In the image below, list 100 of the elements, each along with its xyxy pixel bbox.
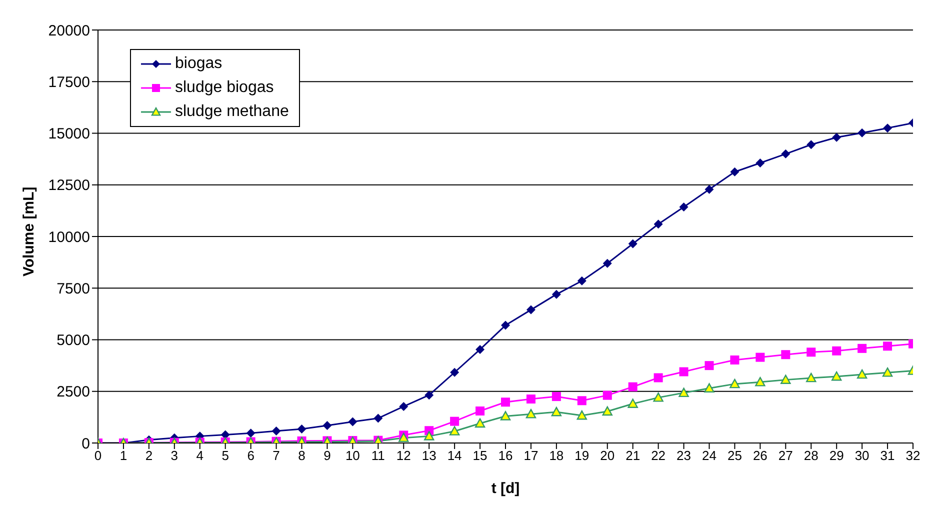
point xyxy=(602,390,612,400)
y-axis-title: Volume [mL] xyxy=(20,186,38,276)
x-tick-label: 19 xyxy=(574,448,590,464)
point xyxy=(704,184,714,194)
point xyxy=(576,410,588,420)
y-tick-label: 20000 xyxy=(48,22,90,40)
point xyxy=(678,388,689,398)
x-tick-label: 22 xyxy=(651,448,666,464)
point xyxy=(781,350,790,360)
x-tick-label: 23 xyxy=(676,448,692,464)
point xyxy=(806,372,816,382)
point xyxy=(602,406,612,416)
y-tick-label: 0 xyxy=(82,435,90,452)
x-tick-label: 30 xyxy=(854,448,870,464)
point xyxy=(730,167,740,176)
point xyxy=(882,367,893,377)
point xyxy=(449,426,460,436)
point xyxy=(246,428,256,438)
point xyxy=(806,348,816,357)
point xyxy=(450,416,460,426)
x-tick-label: 9 xyxy=(324,448,331,464)
x-tick-label: 12 xyxy=(396,448,411,464)
point xyxy=(781,149,790,158)
x-tick-label: 32 xyxy=(906,448,920,464)
point xyxy=(679,202,688,212)
point xyxy=(704,361,714,370)
x-tick-label: 1 xyxy=(120,448,128,464)
x-tick-label: 27 xyxy=(778,448,793,464)
point xyxy=(602,258,612,268)
point xyxy=(398,432,409,442)
point xyxy=(526,305,536,314)
point xyxy=(474,418,486,428)
point xyxy=(755,376,766,386)
x-tick-label: 10 xyxy=(345,448,360,464)
x-tick-label: 31 xyxy=(880,448,895,464)
point xyxy=(526,408,536,418)
point xyxy=(654,220,663,229)
point xyxy=(883,124,892,133)
point xyxy=(374,414,383,423)
point xyxy=(756,352,765,362)
x-tick-label: 29 xyxy=(829,448,844,464)
x-tick-label: 6 xyxy=(247,448,254,464)
x-tick-label: 16 xyxy=(498,448,513,464)
point xyxy=(399,402,408,411)
x-tick-label: 2 xyxy=(145,448,153,464)
x-tick-label: 18 xyxy=(549,448,564,464)
point xyxy=(730,378,740,388)
point xyxy=(297,424,306,434)
point xyxy=(424,431,434,440)
y-tick-label: 5000 xyxy=(56,332,90,350)
point xyxy=(476,406,485,416)
point xyxy=(501,398,510,407)
legend-label: sludge biogas xyxy=(175,78,274,98)
point xyxy=(653,392,664,402)
legend-label: biogas xyxy=(175,54,222,74)
point xyxy=(348,417,358,426)
point xyxy=(654,373,663,382)
point xyxy=(679,367,688,376)
x-tick-label: 11 xyxy=(371,448,385,464)
x-tick-label: 21 xyxy=(626,448,640,464)
point xyxy=(272,426,281,436)
x-tick-label: 8 xyxy=(298,448,306,464)
point xyxy=(856,369,868,379)
point xyxy=(858,128,867,138)
x-tick-label: 15 xyxy=(472,448,488,464)
y-tick-label: 2500 xyxy=(56,384,90,401)
x-tick-label: 26 xyxy=(752,448,768,464)
x-axis-title: t [d] xyxy=(491,480,520,497)
x-tick-label: 17 xyxy=(524,448,538,464)
y-tick-label: 10000 xyxy=(48,228,90,246)
point xyxy=(577,276,586,286)
point xyxy=(628,382,638,392)
y-tick-label: 7500 xyxy=(56,280,90,298)
x-tick-label: 7 xyxy=(272,448,280,464)
point xyxy=(806,140,816,150)
point xyxy=(500,411,511,420)
point xyxy=(780,374,791,384)
x-tick-label: 0 xyxy=(94,448,102,464)
x-tick-label: 25 xyxy=(727,448,742,464)
point xyxy=(450,368,460,377)
point xyxy=(883,342,892,351)
x-tick-label: 3 xyxy=(170,448,178,464)
point xyxy=(552,290,561,299)
point xyxy=(577,396,586,406)
y-tick-label: 17500 xyxy=(48,74,90,91)
y-tick-label: 12500 xyxy=(48,177,90,194)
x-tick-label: 28 xyxy=(804,448,818,464)
x-tick-label: 24 xyxy=(702,448,716,464)
point xyxy=(526,394,536,404)
point xyxy=(501,320,510,330)
x-tick-label: 13 xyxy=(422,448,436,464)
x-tick-label: 4 xyxy=(196,448,204,464)
legend-label: sludge methane xyxy=(175,102,289,122)
point xyxy=(322,420,332,430)
point xyxy=(756,158,765,168)
point xyxy=(832,346,842,356)
point xyxy=(831,371,842,381)
point xyxy=(832,132,842,142)
x-tick-label: 20 xyxy=(600,448,615,464)
x-tick-label: 14 xyxy=(447,448,462,464)
